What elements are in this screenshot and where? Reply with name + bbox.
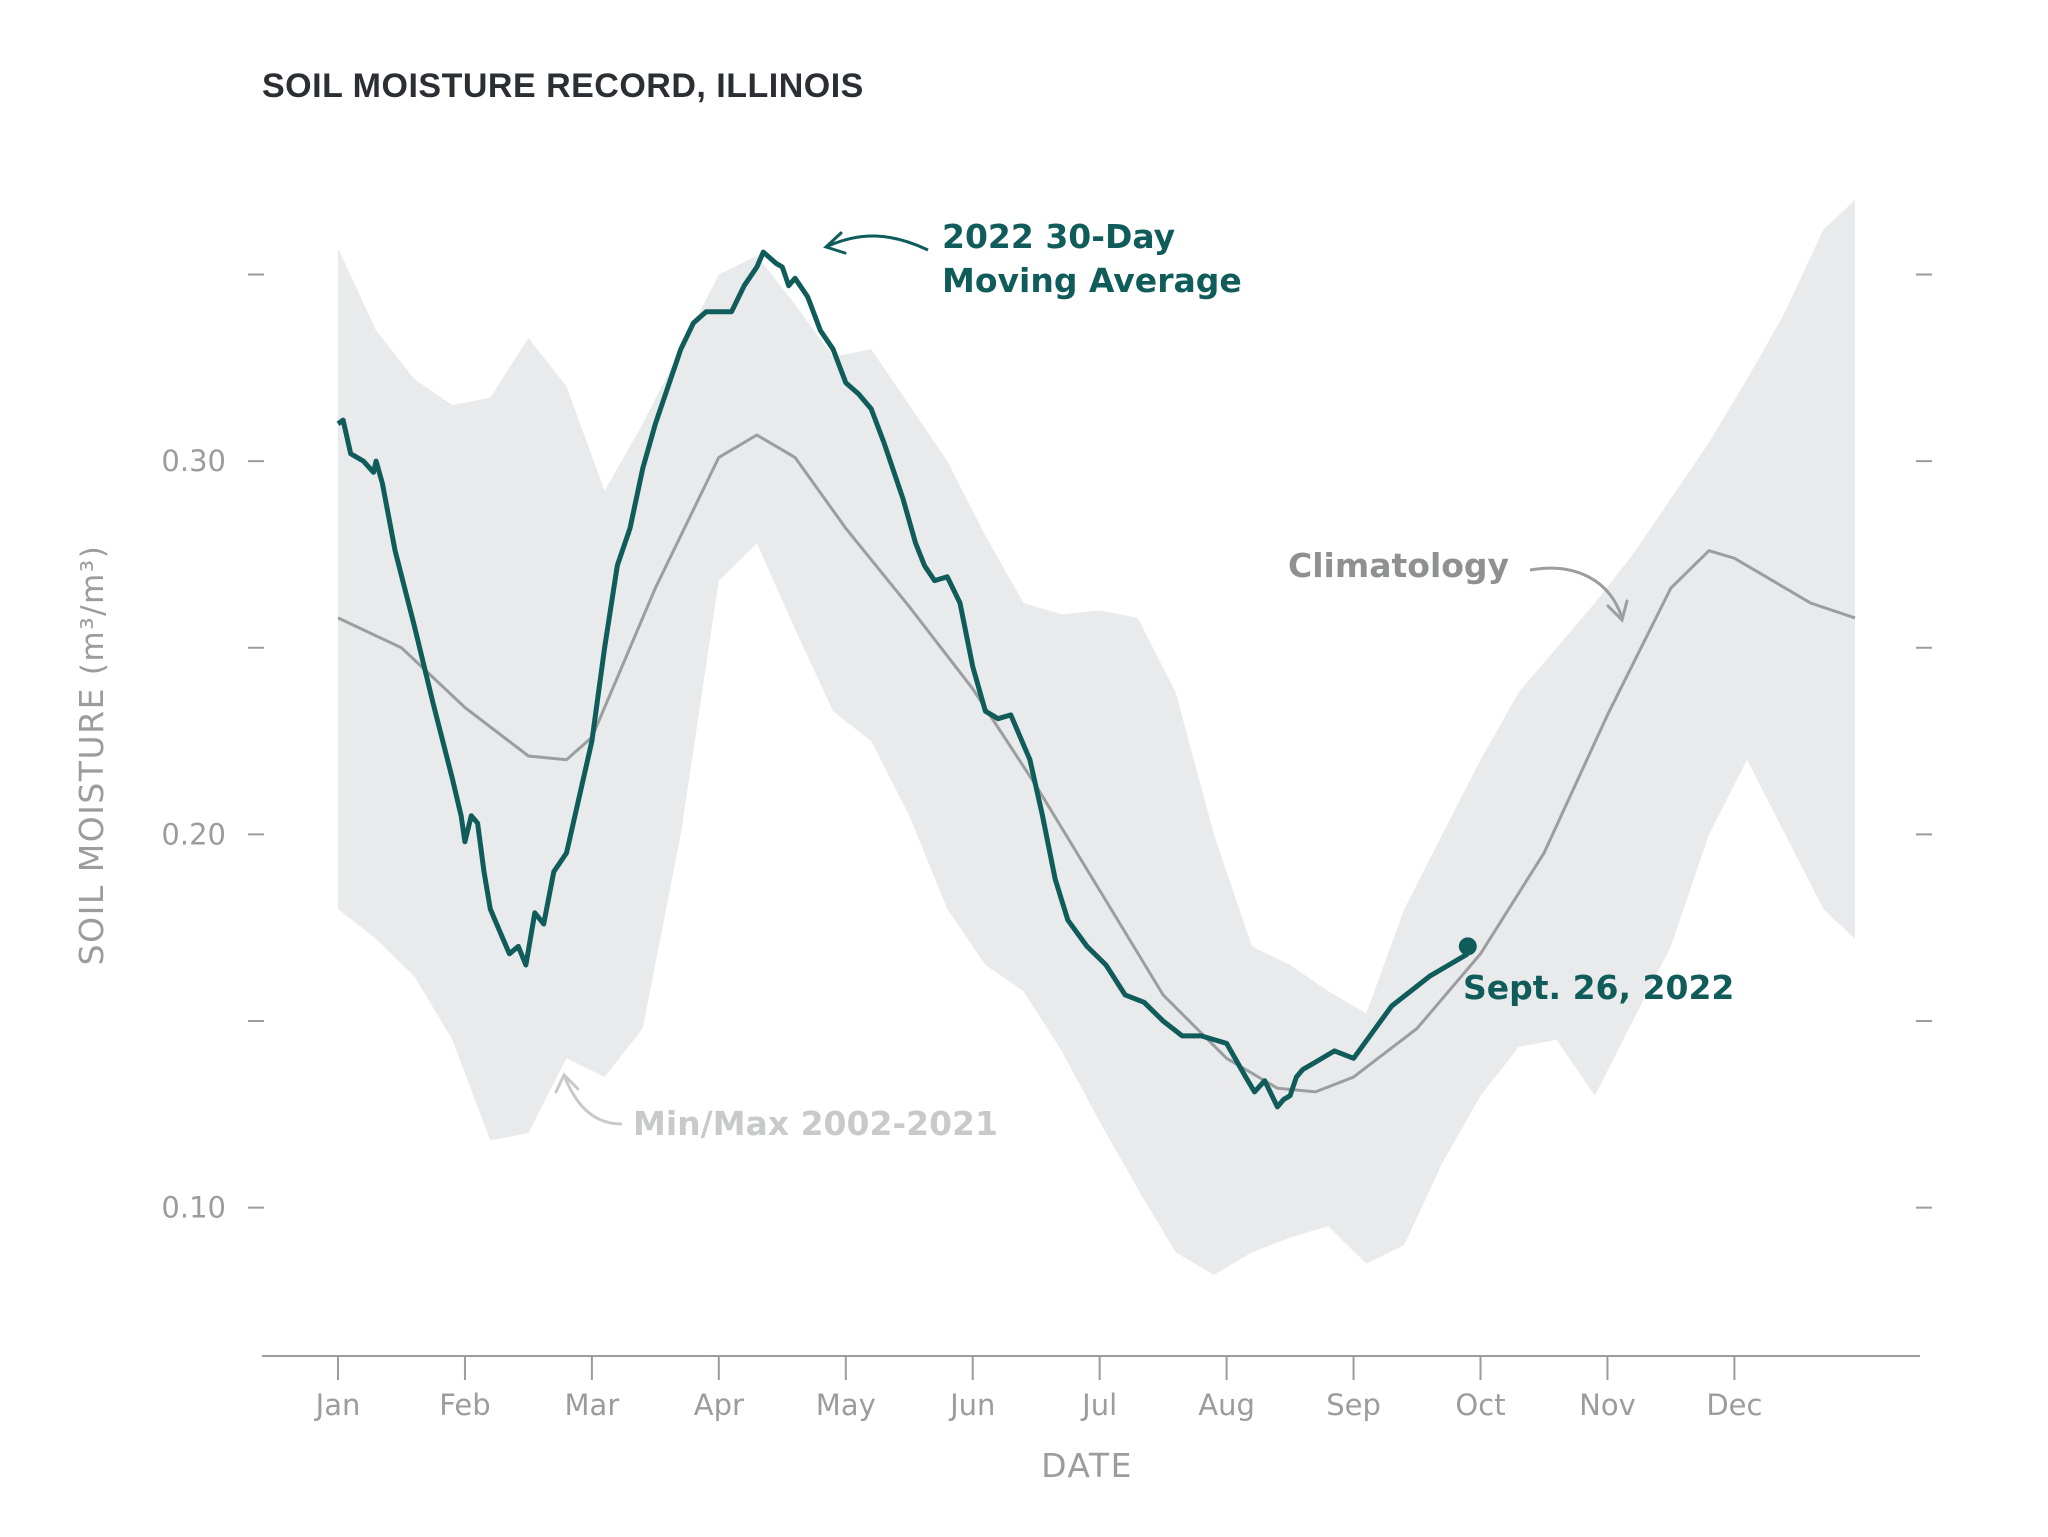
end-point-marker: [1458, 937, 1477, 956]
x-tick-label: Jun: [948, 1388, 995, 1422]
y-axis-title-unit: (m³/m³): [75, 545, 111, 675]
x-tick-label: Oct: [1455, 1388, 1505, 1422]
x-tick-label: Jan: [314, 1388, 361, 1422]
moving-average-label-line1: 2022 30-Day: [942, 217, 1175, 256]
x-ticks: Jan Feb Mar Apr May Jun Jul Aug Sep Oct Nov Dec: [314, 1356, 1762, 1422]
climatology-label: Climatology: [1288, 546, 1509, 585]
x-tick-label: Nov: [1579, 1388, 1636, 1422]
y-tick-label: 0.20: [161, 817, 226, 851]
chart-title: SOIL MOISTURE RECORD, ILLINOIS: [262, 67, 864, 105]
min-max-band: [338, 199, 1855, 1275]
y-ticks-right: [1916, 273, 1932, 1209]
moving-average-arrow-icon: [823, 231, 929, 255]
x-tick-label: Sep: [1326, 1388, 1381, 1422]
x-tick-label: Apr: [694, 1388, 744, 1422]
moving-average-line: [336, 249, 1470, 1110]
end-point-label: Sept. 26, 2022: [1463, 968, 1734, 1007]
x-tick-label: Aug: [1198, 1388, 1255, 1422]
x-tick-label: Jul: [1080, 1388, 1117, 1422]
min-max-arrow-icon: [554, 1072, 623, 1126]
x-tick-label: Dec: [1706, 1388, 1762, 1422]
climatology-line: [337, 433, 1856, 1094]
y-tick-label: 0.30: [161, 444, 226, 478]
y-tick-label: 0.10: [161, 1191, 226, 1225]
y-axis-title: SOIL MOISTURE (m³/m³): [72, 545, 111, 966]
x-tick-label: Feb: [439, 1388, 490, 1422]
x-tick-label: May: [816, 1388, 876, 1422]
moving-average-label-line2: Moving Average: [942, 261, 1242, 300]
min-max-label: Min/Max 2002-2021: [633, 1104, 998, 1143]
x-tick-label: Mar: [565, 1388, 620, 1422]
y-axis-title-main: SOIL MOISTURE: [72, 675, 111, 965]
x-axis-title: DATE: [1041, 1446, 1133, 1485]
y-ticks-left: 0.10 0.20 0.30: [161, 273, 264, 1225]
climatology-arrow-icon: [1529, 566, 1629, 623]
